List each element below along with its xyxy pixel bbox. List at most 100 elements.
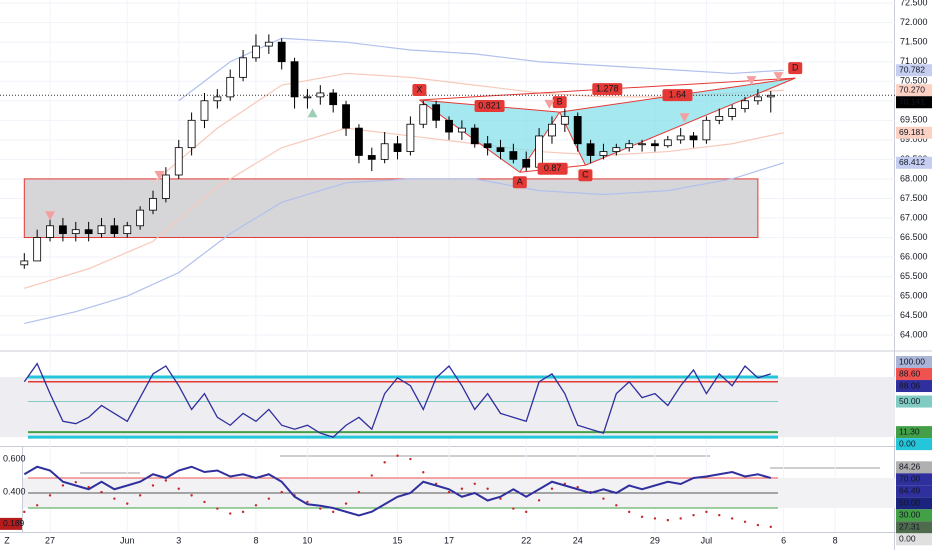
candle-body — [393, 143, 402, 152]
ratio-box — [474, 100, 505, 113]
momentum-dot — [743, 520, 747, 523]
momentum-dot — [705, 510, 708, 514]
ratio-label: 0.87 — [544, 163, 562, 173]
momentum-dot — [666, 518, 669, 522]
candle-body — [71, 229, 80, 234]
momentum-dot — [576, 485, 579, 489]
axis-label: 70.270 — [899, 84, 925, 94]
y-tick-label: 69.000 — [900, 134, 928, 144]
y-tick-label: 64.500 — [900, 310, 928, 320]
zone — [23, 178, 759, 238]
signal-marker — [45, 211, 56, 221]
momentum-dot — [756, 523, 760, 527]
candle-body — [766, 94, 775, 98]
candle-body — [355, 127, 363, 156]
candle-body — [715, 116, 724, 121]
candle-body — [277, 41, 286, 63]
momentum-dot — [331, 510, 335, 514]
x-tick-label: 29 — [650, 535, 660, 545]
axis-label: 64.49 — [899, 486, 921, 496]
axis-label-box — [896, 84, 932, 97]
corner-button[interactable]: Z — [4, 535, 10, 545]
momentum-dot — [679, 517, 682, 520]
candle-body — [316, 92, 325, 98]
pattern-point-box — [412, 84, 427, 96]
signal-marker — [154, 171, 165, 180]
ratio-label: 0.821 — [478, 100, 501, 110]
y-tick-label: 72.000 — [900, 17, 928, 27]
axis-label: 50.00 — [899, 396, 921, 406]
momentum-dot — [241, 510, 245, 514]
candle-body — [470, 127, 479, 145]
candle-body — [149, 198, 157, 211]
axis-label-box — [896, 497, 932, 510]
momentum-dot — [23, 510, 26, 514]
momentum-dot — [602, 497, 605, 500]
candle-body — [689, 135, 698, 141]
momentum-dot — [344, 502, 348, 505]
momentum-dot — [640, 515, 644, 519]
axis-label: 100.00 — [899, 356, 925, 366]
momentum-dot — [653, 517, 657, 520]
axis-label: 88.60 — [899, 368, 921, 378]
axis-label-box — [896, 438, 932, 451]
pattern-point-label: B — [557, 96, 563, 106]
axis-label-box — [896, 368, 932, 381]
candle-body — [136, 209, 145, 227]
candle-body — [432, 104, 441, 121]
candle-body — [226, 76, 235, 98]
momentum-dot — [87, 485, 90, 489]
candle-body — [741, 100, 749, 109]
signal-marker — [679, 113, 690, 123]
candle-body — [97, 225, 106, 234]
momentum-dot — [229, 512, 232, 515]
candle-body — [457, 127, 466, 133]
candle-body — [329, 92, 338, 106]
axis-label: 0.189 — [3, 518, 25, 528]
axis-label-box — [896, 380, 932, 393]
axis-label: 84.26 — [899, 462, 921, 472]
candle-body — [367, 155, 376, 160]
candle-body — [548, 123, 556, 137]
axis-label: 88.06 — [899, 380, 921, 390]
momentum-dot — [486, 487, 489, 490]
osc-band — [0, 377, 895, 438]
candle-body — [161, 174, 170, 199]
y-tick-label: 71.500 — [900, 37, 928, 47]
momentum-dot — [48, 494, 52, 497]
y-tick-label: 71.000 — [900, 56, 928, 66]
pattern-fill — [559, 78, 796, 166]
signal-marker — [773, 72, 784, 82]
candle-body — [239, 57, 247, 78]
pattern-fill — [419, 100, 560, 173]
axis-label: 30.00 — [899, 510, 921, 520]
y-tick-label: 65.000 — [900, 290, 928, 300]
pattern-point-label: D — [792, 63, 799, 73]
candle-body — [728, 108, 737, 117]
candle-body — [573, 116, 582, 145]
momentum-dot — [35, 504, 39, 507]
momentum-dot — [151, 484, 155, 487]
candle-body — [174, 147, 183, 176]
candle-body — [599, 151, 608, 156]
axis-label: 69.181 — [899, 127, 925, 137]
momentum-dot — [769, 525, 772, 529]
candle-body — [59, 225, 67, 234]
candle-body — [676, 135, 685, 141]
y-tick-label: 67.500 — [900, 193, 928, 203]
axis-label: 70.782 — [899, 64, 925, 74]
pattern-point-box — [512, 176, 527, 189]
momentum-dot — [383, 461, 386, 464]
momentum-dot — [422, 471, 425, 474]
momentum-dot — [525, 510, 528, 514]
axis-label-box — [896, 473, 932, 486]
x-tick-label: 17 — [444, 535, 454, 545]
y-tick-label: 64.000 — [900, 330, 928, 340]
momentum-dot — [460, 487, 464, 490]
candle-body — [612, 147, 621, 152]
signal-marker — [746, 76, 757, 86]
x-tick-label: 27 — [45, 535, 55, 545]
ratio-label: 1.278 — [596, 83, 619, 93]
pattern-line — [585, 77, 796, 166]
